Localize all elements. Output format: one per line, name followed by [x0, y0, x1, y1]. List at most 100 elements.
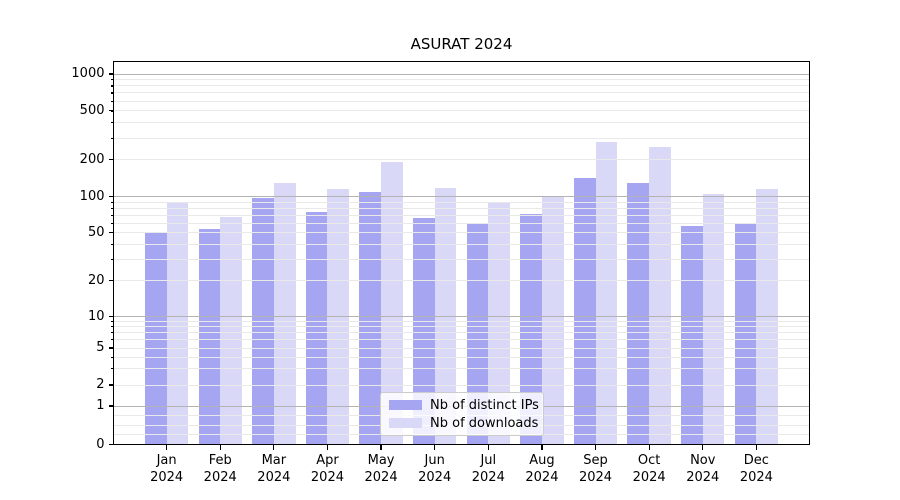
- y-minor-tick-mark: [110, 222, 113, 224]
- y-tick-label: 1: [96, 398, 105, 413]
- gridline-minor: [114, 137, 809, 139]
- bar-feb-distinct-ips: [198, 228, 221, 445]
- y-minor-tick-mark: [110, 368, 113, 370]
- y-minor-tick-mark: [110, 384, 113, 386]
- bar-dec-distinct-ips: [734, 224, 757, 445]
- x-tick-label-feb: Feb 2024: [203, 453, 237, 485]
- y-tick-label: 100: [79, 188, 105, 204]
- y-tick-mark: [108, 73, 113, 75]
- y-minor-tick-mark: [110, 92, 113, 94]
- x-tick-mark: [380, 445, 382, 450]
- x-tick-mark: [434, 445, 436, 450]
- bar-may-distinct-ips: [359, 191, 382, 445]
- gridline-minor: [114, 280, 809, 282]
- gridline-minor: [114, 332, 809, 334]
- bar-apr-distinct-ips: [305, 211, 328, 445]
- bar-jan-distinct-ips: [144, 232, 167, 445]
- y-minor-tick-mark: [110, 280, 113, 282]
- x-tick-label-apr: Apr 2024: [310, 453, 344, 485]
- y-minor-tick-mark: [110, 79, 113, 81]
- y-tick-label: 20: [87, 272, 105, 288]
- x-tick-mark: [702, 445, 704, 450]
- gridline-major: [114, 196, 809, 198]
- gridline-minor: [114, 92, 809, 94]
- gridline-minor: [114, 320, 809, 322]
- bar-oct-downloads: [649, 147, 671, 445]
- gridline-minor: [114, 207, 809, 209]
- x-tick-label-aug: Aug 2024: [525, 453, 559, 485]
- gridline-minor: [114, 85, 809, 87]
- x-tick-mark: [541, 445, 543, 450]
- gridline-minor: [114, 222, 809, 224]
- legend-item-distinct-ips: Nb of distinct IPs: [381, 398, 543, 413]
- x-tick-label-dec: Dec 2024: [739, 453, 773, 485]
- gridline-minor: [114, 339, 809, 341]
- x-tick-mark: [755, 445, 757, 450]
- y-minor-tick-mark: [110, 201, 113, 203]
- x-tick-mark: [219, 445, 221, 450]
- gridline-minor: [114, 232, 809, 234]
- x-tick-label-oct: Oct 2024: [632, 453, 666, 485]
- y-minor-tick-mark: [110, 207, 113, 209]
- y-minor-tick-mark: [110, 232, 113, 234]
- x-tick-label-mar: Mar 2024: [257, 453, 291, 485]
- legend: Nb of distinct IPs Nb of downloads: [380, 392, 544, 436]
- y-tick-mark: [108, 316, 113, 318]
- x-tick-mark: [648, 445, 650, 450]
- bar-sep-downloads: [595, 142, 618, 445]
- gridline-minor: [114, 100, 809, 102]
- legend-label-distinct-ips: Nb of distinct IPs: [430, 397, 539, 413]
- bar-jun-distinct-ips: [412, 218, 435, 445]
- y-minor-tick-mark: [110, 137, 113, 139]
- y-tick-mark: [108, 405, 113, 407]
- gridline-minor: [114, 258, 809, 260]
- legend-swatch-downloads: [389, 418, 422, 428]
- chart-title: ASURAT 2024: [410, 35, 513, 53]
- gridline-minor: [114, 347, 809, 349]
- y-tick-label: 10: [87, 308, 105, 324]
- legend-item-downloads: Nb of downloads: [381, 416, 543, 431]
- x-tick-label-sep: Sep 2024: [578, 453, 613, 485]
- gridline-minor: [114, 368, 809, 370]
- y-minor-tick-mark: [110, 356, 113, 358]
- x-tick-label-jul: Jul 2024: [471, 453, 505, 485]
- x-tick-label-jun: Jun 2024: [418, 453, 452, 485]
- y-minor-tick-mark: [110, 332, 113, 334]
- y-minor-tick-mark: [110, 85, 113, 87]
- gridline-minor: [114, 243, 809, 245]
- bar-jul-distinct-ips: [466, 223, 489, 445]
- bar-feb-downloads: [220, 216, 242, 445]
- y-minor-tick-mark: [110, 214, 113, 216]
- legend-label-downloads: Nb of downloads: [430, 415, 539, 431]
- y-minor-tick-mark: [110, 347, 113, 349]
- y-minor-tick-mark: [110, 110, 113, 112]
- gridline-minor: [114, 122, 809, 124]
- gridline-minor: [114, 326, 809, 328]
- y-tick-label: 2: [96, 377, 105, 392]
- x-tick-mark: [273, 445, 275, 450]
- x-tick-mark: [166, 445, 168, 450]
- y-tick-label: 1000: [71, 66, 105, 81]
- gridline-major: [114, 73, 809, 75]
- gridline-minor: [114, 356, 809, 358]
- y-minor-tick-mark: [110, 258, 113, 261]
- y-tick-label: 5: [96, 340, 105, 355]
- x-tick-mark: [326, 445, 329, 450]
- x-tick-label-may: May 2024: [364, 453, 398, 485]
- y-tick-label: 0: [96, 436, 105, 452]
- y-minor-tick-mark: [110, 243, 113, 246]
- gridline-minor: [114, 214, 809, 216]
- gridline-major: [114, 316, 809, 318]
- x-tick-mark: [594, 445, 597, 450]
- y-tick-label: 50: [87, 224, 105, 240]
- bar-nov-downloads: [702, 193, 725, 445]
- x-tick-label-jan: Jan 2024: [150, 453, 184, 485]
- y-tick-mark: [108, 443, 113, 446]
- y-minor-tick-mark: [110, 100, 113, 102]
- y-minor-tick-mark: [110, 320, 113, 323]
- y-tick-label: 500: [79, 102, 105, 118]
- bar-jul-downloads: [488, 202, 510, 445]
- bar-oct-distinct-ips: [627, 182, 650, 445]
- y-tick-label: 200: [79, 151, 105, 167]
